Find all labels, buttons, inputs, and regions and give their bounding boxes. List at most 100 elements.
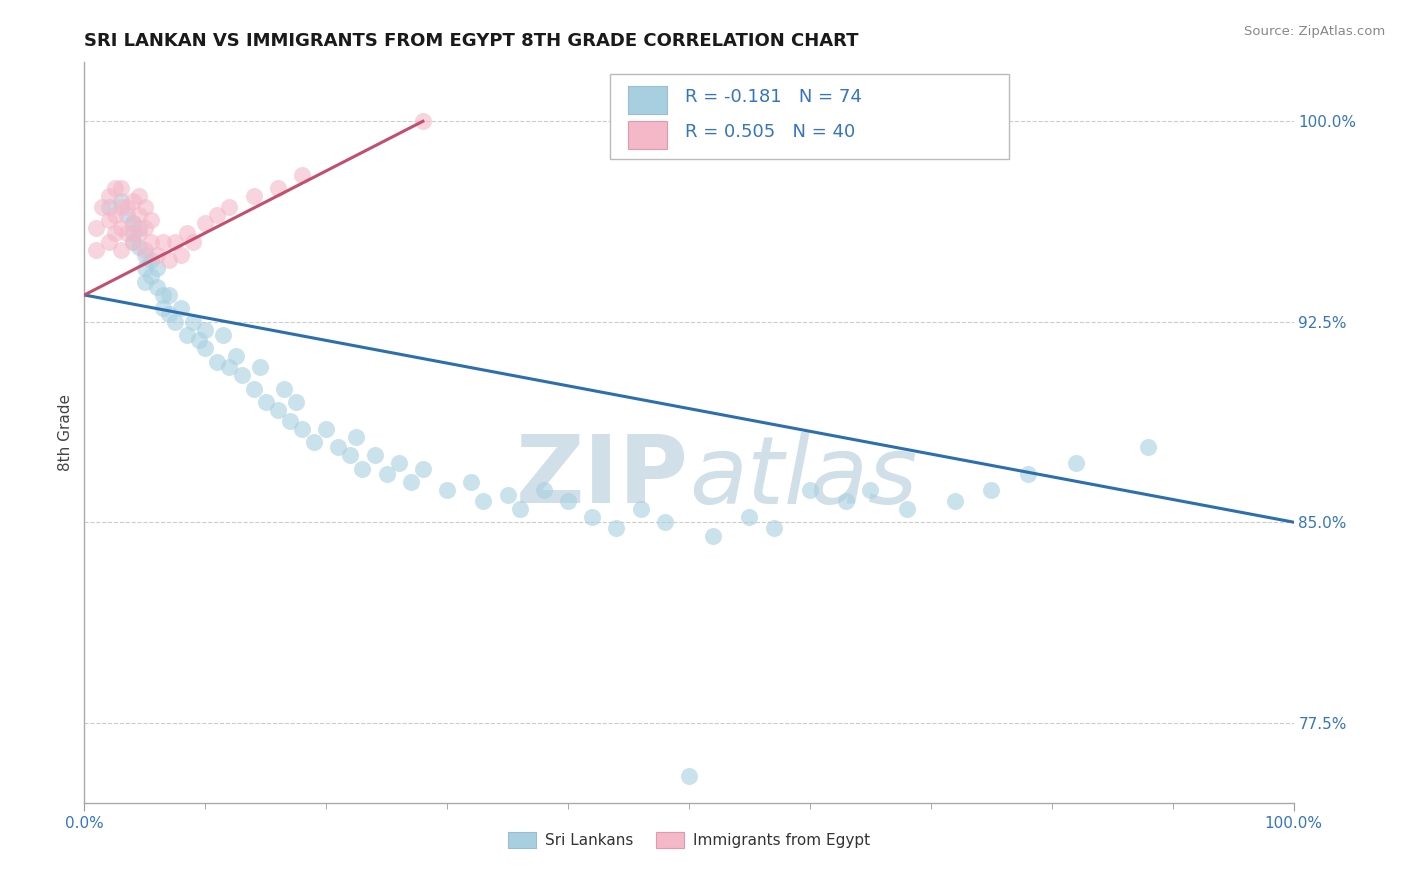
Point: [176, 328, 198, 343]
Point: [218, 200, 240, 214]
Point: [328, 440, 350, 454]
Point: [134, 200, 156, 214]
Legend: Sri Lankans, Immigrants from Egypt: Sri Lankans, Immigrants from Egypt: [502, 826, 876, 855]
Point: [146, 261, 169, 276]
Point: [165, 315, 187, 329]
Point: [346, 429, 368, 443]
Point: [110, 243, 132, 257]
FancyBboxPatch shape: [628, 87, 668, 114]
Point: [630, 501, 652, 516]
Point: [121, 216, 143, 230]
Point: [302, 434, 325, 449]
Point: [278, 414, 301, 428]
Point: [1017, 467, 1039, 481]
Point: [557, 493, 579, 508]
Point: [1064, 456, 1087, 470]
Point: [128, 227, 150, 241]
Point: [284, 395, 308, 409]
Text: R = -0.181   N = 74: R = -0.181 N = 74: [685, 88, 862, 106]
Point: [1137, 440, 1160, 454]
Point: [157, 253, 180, 268]
Point: [115, 227, 138, 241]
Point: [654, 515, 676, 529]
Point: [110, 200, 132, 214]
Point: [97, 189, 120, 203]
Point: [157, 288, 180, 302]
Point: [139, 253, 162, 268]
Point: [412, 114, 434, 128]
Point: [181, 315, 204, 329]
Point: [799, 483, 821, 497]
Point: [146, 280, 169, 294]
Point: [128, 208, 150, 222]
Point: [218, 360, 240, 375]
Point: [128, 189, 150, 203]
Text: atlas: atlas: [689, 432, 917, 523]
Point: [86, 243, 108, 257]
Point: [339, 448, 361, 462]
Point: [110, 221, 132, 235]
Point: [375, 467, 398, 481]
Point: [91, 200, 114, 214]
Point: [121, 194, 143, 209]
Point: [128, 240, 150, 254]
Point: [152, 301, 174, 316]
Point: [460, 475, 482, 489]
Point: [139, 269, 162, 284]
Point: [273, 382, 295, 396]
Point: [194, 323, 217, 337]
Point: [231, 368, 253, 383]
Point: [249, 360, 271, 375]
Point: [605, 520, 627, 534]
Point: [104, 208, 127, 222]
Point: [859, 483, 882, 497]
Point: [139, 235, 162, 249]
Point: [242, 382, 264, 396]
Point: [291, 422, 314, 436]
Point: [176, 227, 198, 241]
Point: [835, 493, 858, 508]
Point: [121, 227, 143, 241]
Point: [472, 493, 495, 508]
Point: [581, 509, 603, 524]
Point: [225, 350, 247, 364]
Point: [134, 275, 156, 289]
Text: SRI LANKAN VS IMMIGRANTS FROM EGYPT 8TH GRADE CORRELATION CHART: SRI LANKAN VS IMMIGRANTS FROM EGYPT 8TH …: [84, 32, 859, 50]
Point: [115, 200, 138, 214]
Text: ZIP: ZIP: [516, 431, 689, 523]
Point: [399, 475, 422, 489]
Point: [678, 769, 700, 783]
Point: [762, 520, 785, 534]
Point: [97, 200, 120, 214]
Text: Source: ZipAtlas.com: Source: ZipAtlas.com: [1244, 25, 1385, 38]
Point: [254, 395, 277, 409]
Point: [702, 528, 724, 542]
Point: [110, 194, 132, 209]
Point: [207, 355, 229, 369]
Point: [436, 483, 458, 497]
Point: [267, 403, 290, 417]
Point: [207, 208, 229, 222]
Point: [121, 235, 143, 249]
Point: [121, 235, 143, 249]
Point: [152, 288, 174, 302]
Point: [509, 501, 531, 516]
Point: [115, 208, 138, 222]
Point: [896, 501, 918, 516]
Point: [152, 235, 174, 249]
Point: [104, 181, 127, 195]
Point: [291, 168, 314, 182]
Point: [134, 221, 156, 235]
Point: [267, 181, 290, 195]
Y-axis label: 8th Grade: 8th Grade: [58, 394, 73, 471]
Point: [104, 227, 127, 241]
Point: [533, 483, 555, 497]
Point: [134, 261, 156, 276]
Point: [110, 181, 132, 195]
Point: [194, 216, 217, 230]
Point: [242, 189, 264, 203]
Point: [165, 235, 187, 249]
Point: [134, 248, 156, 262]
Point: [194, 342, 217, 356]
Point: [86, 221, 108, 235]
